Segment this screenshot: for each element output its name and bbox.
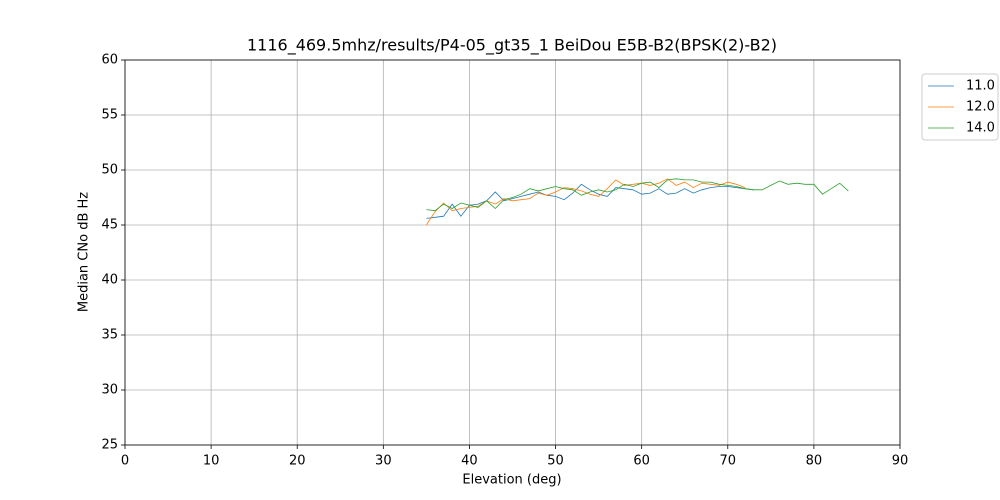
y-tick-label: 55: [101, 108, 118, 123]
y-tick-label: 35: [101, 328, 118, 343]
x-tick-label: 40: [461, 454, 478, 469]
x-tick-label: 20: [289, 454, 306, 469]
data-line: [426, 178, 849, 212]
y-axis-label: Median CNo dB Hz: [77, 192, 92, 312]
legend-box: [921, 73, 999, 141]
x-tick-label: 50: [547, 454, 564, 469]
y-tick-label: 50: [101, 163, 118, 178]
legend-label: 14.0: [966, 121, 995, 136]
legend-label: 12.0: [966, 100, 995, 115]
y-tick-label: 40: [101, 273, 118, 288]
x-tick-label: 60: [633, 454, 650, 469]
x-tick-label: 0: [121, 454, 129, 469]
x-tick-label: 80: [806, 454, 823, 469]
x-tick-label: 70: [720, 454, 737, 469]
y-tick-label: 45: [101, 218, 118, 233]
plot-frame: [124, 59, 901, 446]
x-tick-label: 90: [892, 454, 909, 469]
y-tick-label: 60: [101, 53, 118, 68]
y-tick-label: 30: [101, 383, 118, 398]
data-line: [426, 183, 754, 219]
data-line: [426, 178, 746, 226]
chart-title: 1116_469.5mhz/results/P4-05_gt35_1 BeiDo…: [247, 36, 777, 56]
y-tick-label: 25: [101, 438, 118, 453]
x-tick-label: 30: [375, 454, 392, 469]
legend-label: 11.0: [966, 79, 995, 94]
x-axis-label: Elevation (deg): [462, 473, 561, 488]
x-tick-label: 10: [203, 454, 220, 469]
